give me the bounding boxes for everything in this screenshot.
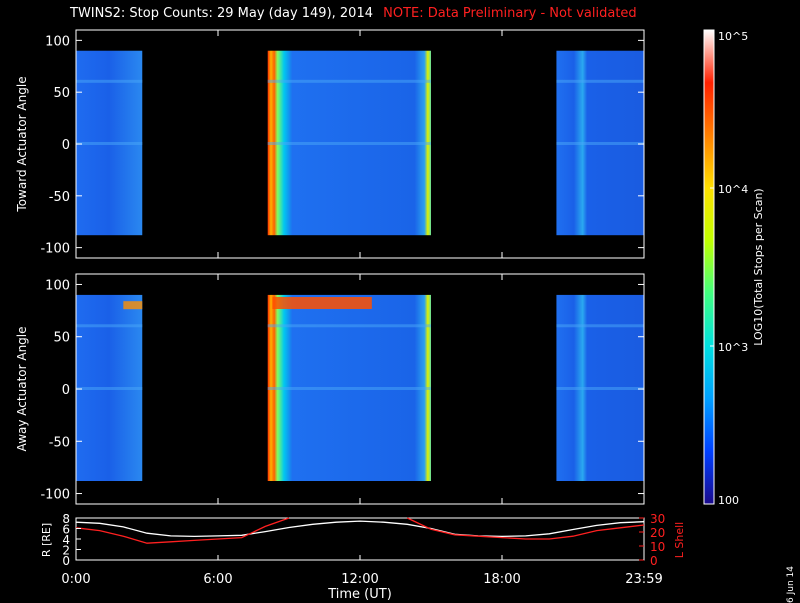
heatmap-band-toward [76, 142, 143, 145]
ylabel-away: Away Actuator Angle [15, 326, 29, 451]
ytick-label-left: 4 [62, 533, 70, 547]
series-line-r [75, 520, 645, 538]
ytick-label-away: 50 [53, 331, 70, 346]
ytick-label-toward: -100 [40, 242, 70, 257]
heatmap-band-away [556, 387, 644, 390]
ytick-label-toward: -50 [49, 190, 70, 205]
heatmap-band-away [267, 387, 431, 390]
colorbar [703, 29, 715, 505]
colorbar-tick-label: 100 [718, 494, 739, 507]
heatmap-hot-spot [123, 301, 143, 310]
heatmap-band-toward [76, 79, 143, 83]
ytick-label-left: 8 [62, 512, 70, 526]
xlabel: Time (UT) [327, 587, 392, 600]
title-text: TWINS2: Stop Counts: 29 May (day 149), 2… [70, 6, 373, 21]
ytick-label-away: 100 [45, 278, 70, 293]
colorbar-tick-label: 10^5 [718, 30, 748, 43]
ytick-label-left: 6 [62, 523, 70, 537]
ytick-label-away: 0 [62, 383, 70, 398]
chart-title: TWINS2: Stop Counts: 29 May (day 149), 2… [70, 6, 637, 21]
heatmap-band-toward [556, 79, 644, 83]
ytick-label-away: -50 [49, 435, 70, 450]
ytick-label-right: 30 [650, 512, 665, 526]
ylabel-left: R [RE] [40, 523, 53, 557]
xtick-label: 12:00 [341, 572, 378, 587]
preliminary-note: NOTE: Data Preliminary - Not validated [383, 6, 637, 21]
ytick-label-left: 2 [62, 544, 70, 558]
ytick-label-right: 20 [650, 526, 665, 540]
ytick-label-right: 10 [650, 540, 665, 554]
heatmap-band-away [76, 324, 143, 328]
xtick-label: 6:00 [203, 572, 232, 587]
ylabel-right: L Shell [673, 522, 686, 558]
series-line-l-shell [75, 517, 645, 544]
ytick-label-away: -100 [40, 488, 70, 503]
colorbar-label: LOG10(Total Stops per Scan) [752, 188, 765, 345]
xtick-label: 0:00 [61, 572, 90, 587]
date-stamp: 6 Jun 14 [786, 566, 796, 603]
ytick-label-toward: 50 [53, 86, 70, 101]
ytick-label-toward: 100 [45, 34, 70, 49]
ytick-label-right: 0 [650, 554, 658, 568]
heatmap-hot-streak [272, 297, 372, 309]
xtick-label: 23:59 [625, 572, 662, 587]
heatmap-band-toward [267, 79, 431, 83]
ytick-label-toward: 0 [62, 138, 70, 153]
orbit-panel-frame [75, 517, 645, 561]
xtick-label: 18:00 [483, 572, 520, 587]
heatmap-band-away [267, 324, 431, 328]
heatmap-band-away [556, 324, 644, 328]
ylabel-toward: Toward Actuator Angle [15, 76, 29, 212]
heatmap-band-toward [267, 142, 431, 145]
colorbar-tick-label: 10^4 [718, 183, 748, 196]
ytick-label-left: 0 [62, 554, 70, 568]
colorbar-tick-label: 10^3 [718, 341, 748, 354]
heatmap-band-toward [556, 142, 644, 145]
heatmap-band-away [76, 387, 143, 390]
